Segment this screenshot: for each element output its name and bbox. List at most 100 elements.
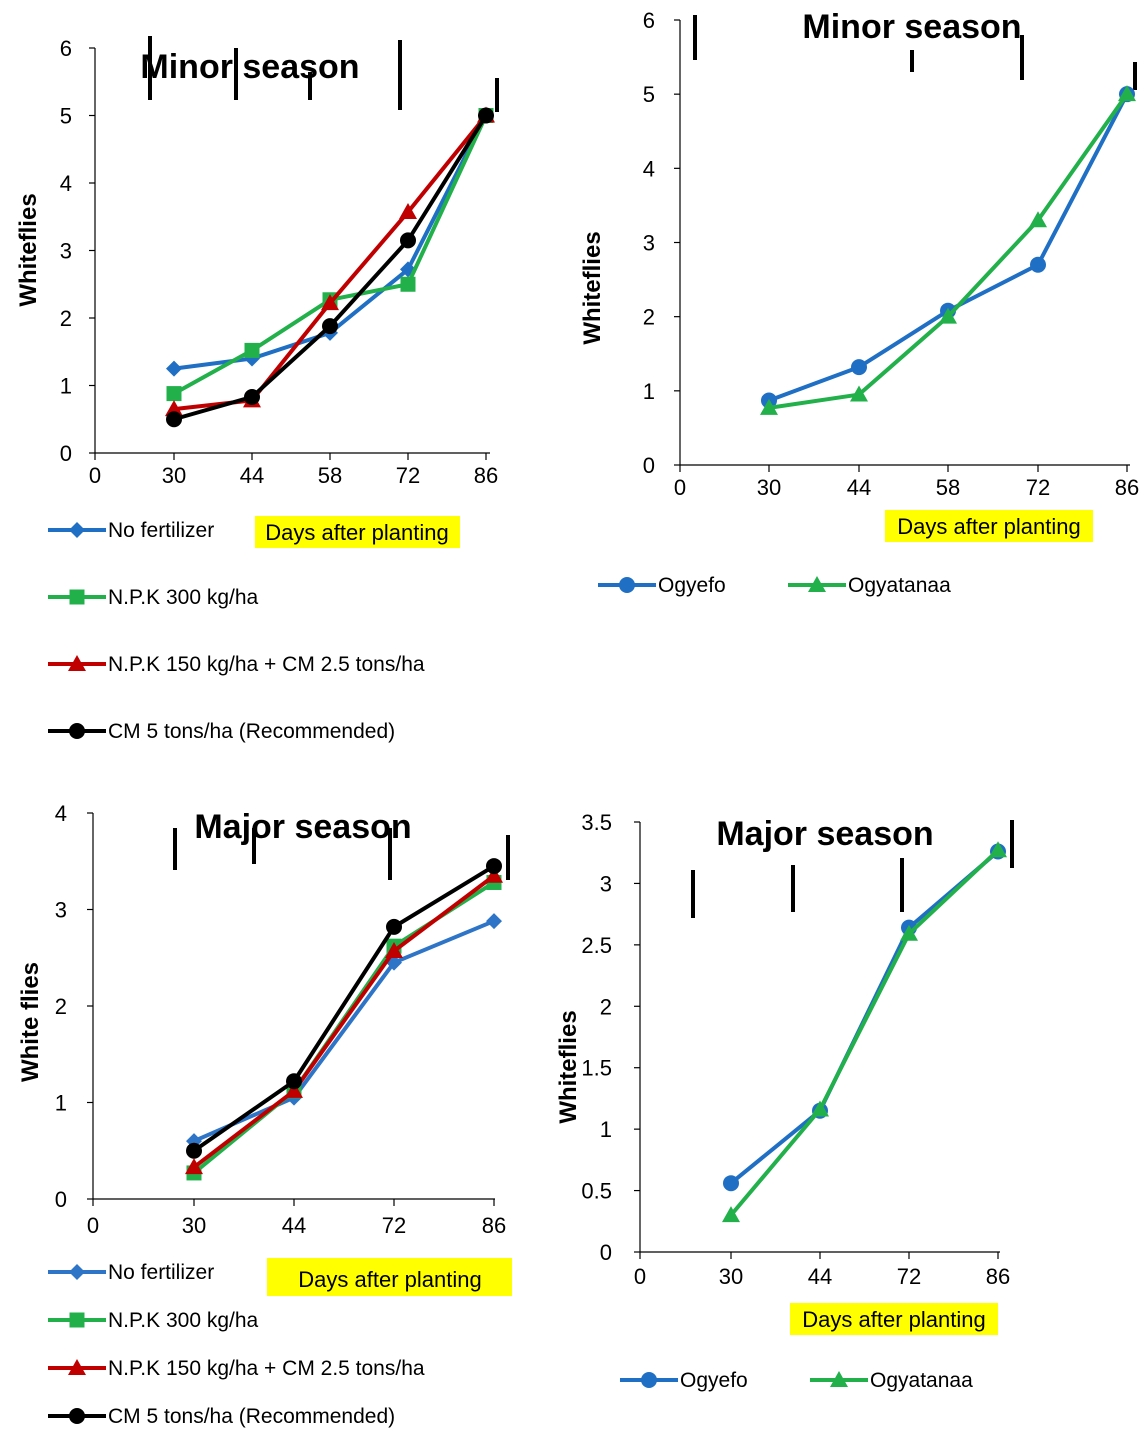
x-tick-label: 58 [936,475,960,500]
data-point [400,276,416,292]
x-axis-label: Days after planting [897,514,1080,539]
legend-label: No fertilizer [108,519,214,542]
legend-label: N.P.K 150 kg/ha + CM 2.5 tons/ha [108,653,425,676]
legend: Ogyefo Ogyatanaa [620,1369,973,1392]
legend-swatch-marker [69,723,85,739]
y-tick-label: 3 [60,239,72,264]
x-tick-label: 30 [182,1213,206,1238]
data-point [399,203,417,220]
y-axis-label: Whiteflies [579,231,606,344]
data-point [385,941,403,958]
x-tick-label: 72 [897,1264,921,1289]
y-tick-label: 2 [55,994,67,1019]
x-axis-label: Days after planting [802,1307,985,1332]
y-tick-label: 0 [600,1240,612,1265]
data-point [850,385,868,402]
x-tick-label: 72 [396,463,420,488]
data-point [939,307,957,324]
legend-label: CM 5 tons/ha (Recommended) [108,1405,395,1428]
x-tick-label: 86 [482,1213,506,1238]
y-tick-label: 2 [60,306,72,331]
data-point [478,107,494,124]
y-tick-label: 0.5 [581,1179,612,1204]
chart-tr: 0 1 2 3 4 5 6 0 30 44 58 72 86 Minor season Whiteflies… [579,8,1139,597]
x-tick-label: 0 [634,1264,646,1289]
y-tick-label: 1 [600,1117,612,1142]
series-line [173,114,488,422]
y-tick-label: 0 [55,1187,67,1212]
legend-swatch-marker [808,576,826,592]
series-1 [760,85,1136,415]
chart-title: Major season [194,808,411,846]
data-point [386,918,402,935]
series-3 [166,107,494,428]
x-axis-label: Days after planting [298,1267,481,1292]
series-3 [186,858,502,1159]
data-point [486,913,502,930]
y-tick-label: 3 [55,898,67,923]
data-point [166,386,182,402]
legend-swatch-marker [641,1372,657,1388]
x-tick-label: 72 [382,1213,406,1238]
data-point [244,388,260,405]
data-point [1030,256,1046,273]
y-tick-label: 2 [643,305,655,330]
chart-title: Minor season [140,48,359,86]
data-point [185,1158,203,1175]
x-tick-label: 30 [162,463,186,488]
y-axis-label: White flies [17,962,44,1082]
x-tick-label: 44 [282,1213,306,1238]
legend: No fertilizer N.P.K 300 kg/ha N.P.K 150 kg… [48,1261,425,1428]
chart-br: 0 0.5 1 1.5 2 2.5 3 3.5 0 30 44 72 86 Major season Whi… [555,810,1014,1392]
data-point [486,858,502,875]
data-point [989,841,1007,858]
legend-label: CM 5 tons/ha (Recommended) [108,720,395,743]
legend-swatch-marker [69,1312,85,1328]
legend-label: Ogyatanaa [848,574,951,597]
series-1 [722,841,1007,1223]
legend-label: N.P.K 150 kg/ha + CM 2.5 tons/ha [108,1357,425,1380]
series-0 [761,86,1135,409]
y-tick-label: 2.5 [581,933,612,958]
x-tick-label: 0 [87,1213,99,1238]
x-tick-label: 44 [808,1264,832,1289]
y-tick-label: 1 [643,379,655,404]
data-point [286,1073,302,1090]
y-tick-label: 6 [643,8,655,33]
series-line [192,864,496,1153]
y-tick-label: 4 [55,801,67,826]
chart-bl: 0 1 2 3 4 0 30 44 72 86 Major season White flies Day… [17,801,512,1428]
data-point [1029,211,1047,228]
data-point [244,342,260,358]
legend-swatch-marker [68,655,86,671]
legend: Ogyefo Ogyatanaa [598,574,951,597]
legend-swatch-marker [830,1371,848,1387]
legend-label: Ogyefo [680,1369,748,1392]
x-tick-label: 0 [674,475,686,500]
y-axis-label: Whiteflies [555,1010,582,1123]
data-point [1118,85,1136,102]
x-tick-label: 44 [847,475,871,500]
series-0 [186,913,502,1150]
x-tick-label: 30 [757,475,781,500]
y-tick-label: 6 [60,36,72,61]
legend-label: N.P.K 300 kg/ha [108,586,259,609]
y-tick-label: 3.5 [581,810,612,835]
y-tick-label: 5 [643,82,655,107]
legend-swatch-marker [68,1359,86,1375]
data-point [851,359,867,376]
series-line [193,919,495,1143]
y-tick-label: 1.5 [581,1056,612,1081]
series-line [173,114,488,412]
chart-title: Minor season [802,8,1021,46]
series-2 [185,866,503,1175]
series-0 [166,107,494,377]
series-line [173,114,488,396]
series-line [768,93,1129,410]
x-tick-label: 30 [719,1264,743,1289]
x-tick-label: 86 [474,463,498,488]
legend-swatch-marker [69,1408,85,1424]
legend-label: N.P.K 300 kg/ha [108,1309,259,1332]
data-point [186,1142,202,1159]
data-point [900,924,918,941]
